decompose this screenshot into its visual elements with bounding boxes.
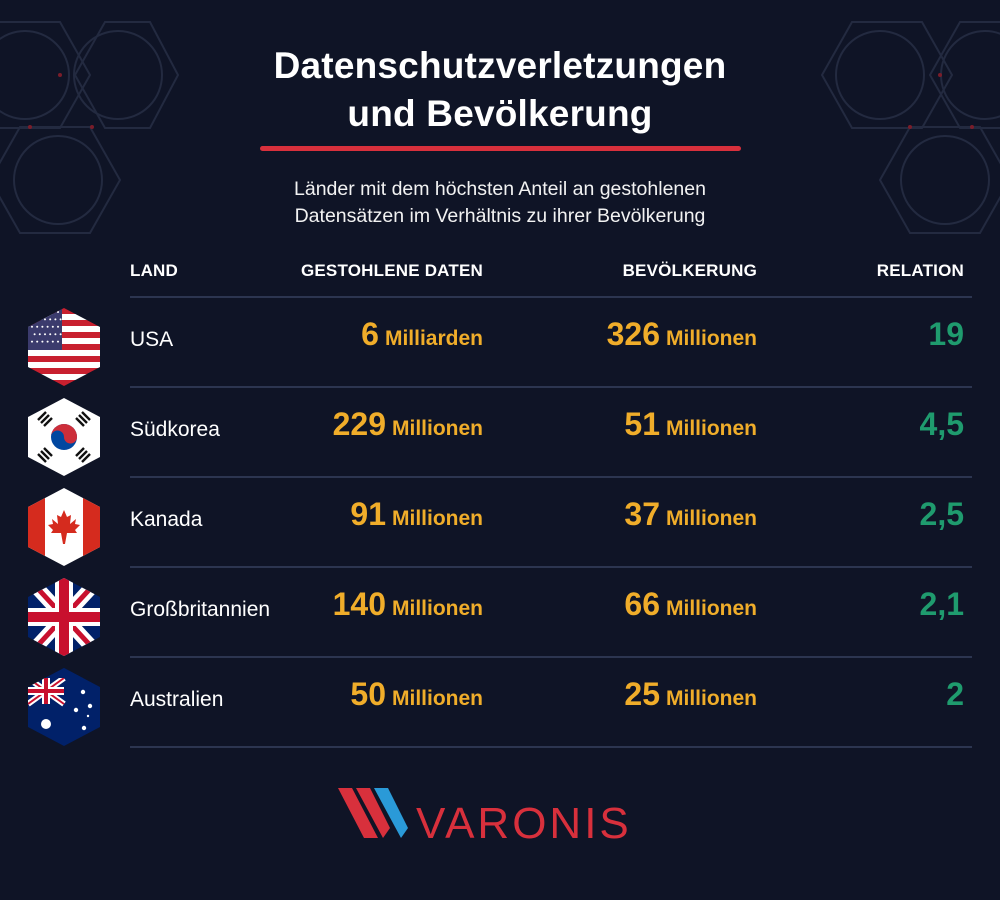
country-name: Kanada bbox=[130, 508, 203, 531]
country-name: Australien bbox=[130, 688, 224, 711]
column-header-stolen-data: GESTOHLENE DATEN bbox=[300, 261, 483, 280]
population-cell: 37 Millionen bbox=[624, 496, 757, 533]
subtitle-line-2: Datensätzen im Verhältnis zu ihrer Bevöl… bbox=[294, 205, 706, 227]
stolen-data-unit: Millionen bbox=[392, 417, 483, 440]
south-korea-flag-icon bbox=[28, 398, 100, 476]
population-value: 37 bbox=[624, 496, 660, 532]
page-title: Datenschutzverletzungen und Bevölkerung bbox=[0, 42, 1000, 138]
ratio-value: 2,1 bbox=[919, 586, 964, 622]
table-divider bbox=[130, 386, 972, 388]
population-value: 25 bbox=[624, 676, 660, 712]
population-unit: Millionen bbox=[666, 417, 757, 440]
population-unit: Millionen bbox=[666, 327, 757, 350]
population-cell: 326 Millionen bbox=[607, 316, 757, 353]
table-divider bbox=[130, 476, 972, 478]
table-row: Großbritannien 140 Millionen 66 Millionen … bbox=[0, 568, 1000, 658]
usa-flag-icon bbox=[28, 308, 100, 386]
table-row: USA 6 Milliarden 326 Millionen 19 bbox=[0, 298, 1000, 388]
population-cell: 66 Millionen bbox=[624, 586, 757, 623]
population-unit: Millionen bbox=[666, 687, 757, 710]
country-name: Großbritannien bbox=[130, 598, 271, 621]
table-divider bbox=[130, 566, 972, 568]
stolen-data-unit: Millionen bbox=[392, 507, 483, 530]
stolen-data-cell: 91 Millionen bbox=[350, 496, 483, 533]
title-line-1: Datenschutzverletzungen bbox=[273, 45, 727, 86]
population-cell: 51 Millionen bbox=[624, 406, 757, 443]
population-value: 66 bbox=[624, 586, 660, 622]
population-value: 326 bbox=[606, 316, 660, 352]
ratio-value: 4,5 bbox=[919, 406, 964, 442]
table-divider bbox=[130, 296, 972, 298]
table-divider bbox=[130, 746, 972, 748]
ratio-value: 2,5 bbox=[919, 496, 964, 532]
table-row: Australien 50 Millionen 25 Millionen 2 bbox=[0, 658, 1000, 748]
background-hexagon-pattern bbox=[0, 21, 1000, 234]
population-cell: 25 Millionen bbox=[624, 676, 757, 713]
canada-flag-icon bbox=[28, 488, 100, 566]
logo-text: VARONIS bbox=[416, 799, 632, 848]
subtitle: Länder mit dem höchsten Anteil an gestoh… bbox=[0, 176, 1000, 230]
stolen-data-value: 6 bbox=[361, 316, 379, 352]
stolen-data-cell: 140 Millionen bbox=[333, 586, 483, 623]
stolen-data-unit: Milliarden bbox=[384, 327, 483, 350]
stolen-data-value: 229 bbox=[332, 406, 386, 442]
country-name: Südkorea bbox=[130, 418, 220, 441]
stolen-data-cell: 229 Millionen bbox=[333, 406, 483, 443]
population-unit: Millionen bbox=[666, 597, 757, 620]
ratio-value: 19 bbox=[928, 316, 964, 352]
column-header-population: BEVÖLKERUNG bbox=[622, 261, 757, 280]
title-underline bbox=[260, 146, 741, 151]
stolen-data-cell: 6 Milliarden bbox=[361, 316, 483, 353]
country-name: USA bbox=[130, 328, 174, 351]
column-header-country: LAND bbox=[130, 261, 179, 280]
varonis-logo: VARONIS bbox=[338, 788, 632, 848]
table-row: Kanada 91 Millionen 37 Millionen 2,5 bbox=[0, 478, 1000, 568]
uk-flag-icon bbox=[28, 578, 100, 656]
stolen-data-unit: Millionen bbox=[392, 597, 483, 620]
stolen-data-unit: Millionen bbox=[392, 687, 483, 710]
population-unit: Millionen bbox=[666, 507, 757, 530]
stolen-data-cell: 50 Millionen bbox=[350, 676, 483, 713]
ratio-value: 2 bbox=[946, 676, 964, 712]
stolen-data-value: 140 bbox=[332, 586, 386, 622]
subtitle-line-1: Länder mit dem höchsten Anteil an gestoh… bbox=[294, 178, 706, 200]
table-divider bbox=[130, 656, 972, 658]
population-value: 51 bbox=[624, 406, 660, 442]
table-row: Südkorea 229 Millionen 51 Millionen 4,5 bbox=[0, 388, 1000, 478]
stolen-data-value: 91 bbox=[350, 496, 386, 532]
stolen-data-value: 50 bbox=[350, 676, 386, 712]
column-header-ratio: RELATION bbox=[876, 261, 964, 280]
australia-flag-icon bbox=[28, 668, 100, 746]
title-line-2: und Bevölkerung bbox=[347, 93, 653, 134]
